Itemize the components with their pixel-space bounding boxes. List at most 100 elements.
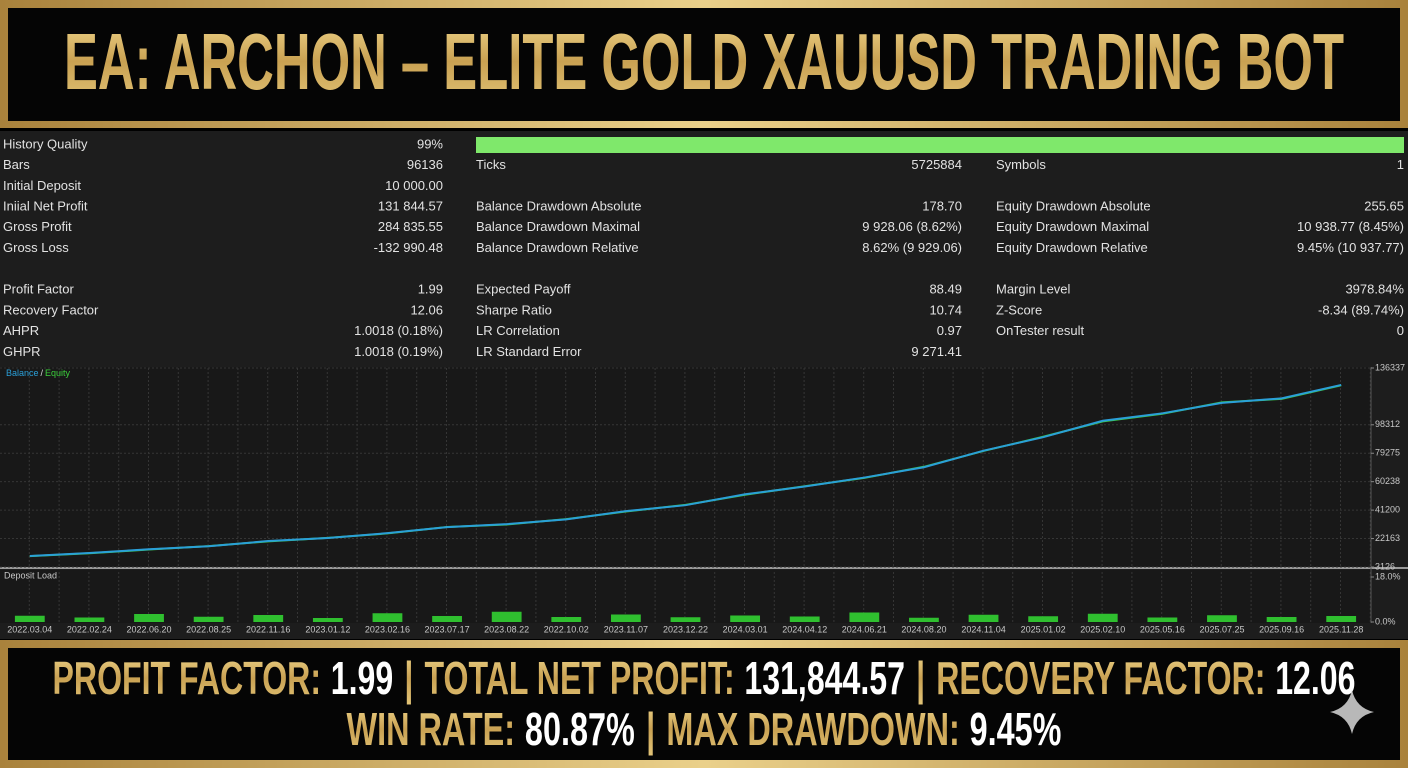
load-bar	[491, 611, 522, 622]
load-bar	[372, 613, 403, 622]
stat-value: 1	[1397, 157, 1404, 172]
stat-label: Gross Loss	[3, 240, 69, 255]
load-bar	[1087, 613, 1118, 622]
x-tick-label: 2022.03.04	[7, 624, 52, 634]
y-tick-label: 60238	[1375, 476, 1400, 486]
chart: 3126 22163 41200 60238 79275 98312 136337 2022.…	[0, 362, 1405, 634]
stat-value: 10 000.00	[385, 178, 443, 193]
header-bg	[8, 8, 1400, 121]
load-bar	[312, 618, 343, 622]
stat-value: -8.34 (89.74%)	[1318, 302, 1404, 317]
title: EA: ARCHON – ELITE GOLD XAUUSD TRADING B…	[64, 17, 1344, 106]
stat-label: Symbols	[996, 157, 1046, 172]
load-bar	[253, 615, 284, 622]
stat-value: 9 271.41	[911, 344, 962, 359]
sparkle-icon	[1330, 690, 1374, 734]
stat-value: 88.49	[929, 281, 962, 296]
stat-label: Sharpe Ratio	[476, 302, 552, 317]
stat-label: Balance Drawdown Maximal	[476, 219, 640, 234]
x-tick-label: 2023.12.22	[663, 624, 708, 634]
x-tick-label: 2024.11.04	[961, 624, 1005, 634]
x-tick-label: 2023.01.12	[305, 624, 350, 634]
stat-value: 96136	[407, 157, 443, 172]
load-bar	[789, 616, 820, 622]
stat-value: 9.45% (10 937.77)	[1297, 240, 1404, 255]
x-tick-label: 2025.07.25	[1199, 624, 1244, 634]
stat-label: Margin Level	[996, 281, 1071, 296]
stat-label: Bars	[3, 157, 30, 172]
stat-value: 10 938.77 (8.45%)	[1297, 219, 1404, 234]
stat-value: 1.0018 (0.18%)	[354, 323, 443, 338]
x-tick-label: 2022.02.24	[67, 624, 112, 634]
x-tick-label: 2023.07.17	[425, 624, 470, 634]
stat-value: 178.70	[922, 199, 962, 214]
x-tick-label: 2025.09.16	[1259, 624, 1304, 634]
separator: |	[404, 652, 413, 704]
stat-label: LR Standard Error	[476, 344, 582, 359]
x-tick-label: 2025.02.10	[1080, 624, 1125, 634]
x-tick-label: 2023.11.07	[604, 624, 648, 634]
y-tick-label: 0.0%	[1375, 616, 1396, 626]
metric-value: 131,844.57	[744, 652, 905, 704]
stat-label: Expected Payoff	[476, 281, 571, 296]
metric-value: 1.99	[331, 652, 393, 704]
stat-label: Equity Drawdown Absolute	[996, 199, 1151, 214]
stat-value: 8.62% (9 929.06)	[862, 240, 962, 255]
stat-label: AHPR	[3, 323, 39, 338]
x-tick-label: 2022.08.25	[186, 624, 231, 634]
load-bar	[193, 616, 224, 622]
stat-label: History Quality	[3, 136, 88, 151]
x-tick-label: 2022.10.02	[544, 624, 589, 634]
x-tick-label: 2024.04.12	[782, 624, 827, 634]
metric-label: MAX DRAWDOWN:	[666, 703, 959, 755]
stat-value: 99%	[417, 136, 443, 151]
y-tick-label: 41200	[1375, 504, 1400, 514]
metric-value: 80.87%	[525, 703, 635, 755]
x-tick-label: 2025.05.16	[1140, 624, 1185, 634]
legend: Balance / Equity	[6, 368, 71, 378]
y-tick-label: 136337	[1375, 362, 1405, 372]
metric-value: 9.45%	[970, 703, 1062, 755]
legend-entry: Balance	[6, 368, 39, 378]
x-tick-label: 2024.03.01	[723, 624, 768, 634]
load-bar	[610, 614, 641, 622]
x-tick-label: 2025.01.02	[1021, 624, 1066, 634]
load-bar	[730, 615, 761, 622]
separator: |	[646, 703, 655, 755]
load-bar	[670, 617, 701, 622]
load-bar	[1326, 616, 1357, 622]
footer-line: PROFIT FACTOR:1.99| TOTAL NET PROFIT:131,…	[53, 652, 1356, 704]
stat-label: Profit Factor	[3, 281, 74, 296]
load-bar	[968, 614, 999, 622]
stat-label: Z-Score	[996, 302, 1042, 317]
x-tick-label: 2023.02.16	[365, 624, 410, 634]
metric-value: 12.06	[1275, 652, 1355, 704]
stat-label: Balance Drawdown Relative	[476, 240, 639, 255]
stat-label: Gross Profit	[3, 219, 72, 234]
load-bar	[134, 614, 164, 622]
legend-entry: Equity	[45, 368, 71, 378]
load-bar	[1028, 616, 1059, 622]
quality-bar	[476, 137, 1404, 153]
x-tick-label: 2023.08.22	[484, 624, 529, 634]
stat-value: 5725884	[911, 157, 962, 172]
load-bar	[1266, 617, 1297, 622]
load-bar	[551, 617, 582, 622]
footer-line: WIN RATE:80.87%| MAX DRAWDOWN:9.45%	[347, 703, 1062, 755]
load-bar	[74, 617, 105, 622]
stat-label: OnTester result	[996, 323, 1085, 338]
load-grid	[0, 570, 1371, 623]
x-tick-label: 2025.11.28	[1319, 624, 1363, 634]
stat-label: Ticks	[476, 157, 506, 172]
legend-entry: /	[41, 368, 44, 378]
stat-value: 9 928.06 (8.62%)	[862, 219, 962, 234]
load-bar	[1147, 617, 1178, 622]
load-bar	[849, 612, 880, 622]
y-tick-label: 98312	[1375, 419, 1400, 429]
stat-label: Balance Drawdown Absolute	[476, 199, 642, 214]
stat-value: 255.65	[1364, 199, 1404, 214]
stat-value: 1.0018 (0.19%)	[354, 344, 443, 359]
separator: |	[916, 652, 925, 704]
stat-value: 3978.84%	[1345, 281, 1404, 296]
